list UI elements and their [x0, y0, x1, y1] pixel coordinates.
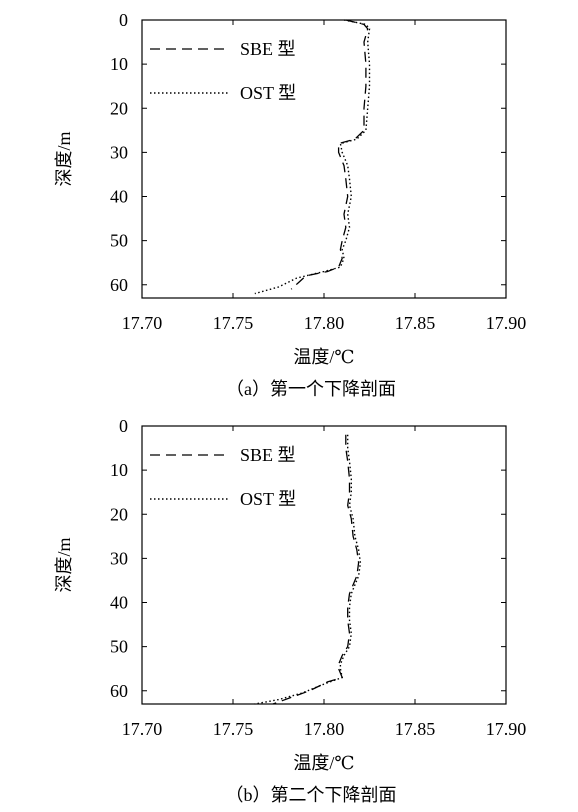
- a-legend-label-ost: OST 型: [240, 83, 296, 103]
- a-y-tick-label: 60: [110, 275, 128, 295]
- b-y-axis-label: 深度/m: [54, 537, 74, 592]
- a-x-tick-label: 17.75: [213, 313, 254, 333]
- b-x-tick-label: 17.90: [486, 719, 527, 739]
- a-y-tick-label: 50: [110, 231, 128, 251]
- a-x-tick-label: 17.80: [304, 313, 345, 333]
- a-y-tick-label: 10: [110, 54, 128, 74]
- a-series-line-sbe: [290, 19, 369, 290]
- chart-a-svg: 17.70 17.75 17.80 17.85 17.90 0 10 20 30 40 50 60 温度…: [54, 10, 527, 399]
- a-y-tick-label: 30: [110, 142, 128, 162]
- a-y-tick-label: 40: [110, 187, 128, 207]
- b-y-tick-label: 20: [110, 504, 128, 524]
- chart-b-svg: 17.70 17.75 17.80 17.85 17.90 0 10 20 30 40 50 60 温度…: [54, 416, 527, 805]
- chart-panel-b: 17.70 17.75 17.80 17.85 17.90 0 10 20 30 40 50 60 温度…: [0, 406, 578, 812]
- b-y-tick-label: 10: [110, 460, 128, 480]
- b-x-tick-label: 17.70: [122, 719, 163, 739]
- b-y-tick-label: 0: [119, 416, 128, 436]
- a-figure-caption: （a）第一个下降剖面: [226, 379, 396, 399]
- b-legend-label-sbe: SBE 型: [240, 445, 296, 465]
- b-plot-frame: [141, 425, 507, 705]
- b-y-tick-label: 30: [110, 548, 128, 568]
- b-x-tick-label: 17.85: [395, 719, 436, 739]
- a-y-axis-label: 深度/m: [54, 131, 74, 186]
- b-figure-caption: （b）第二个下降剖面: [226, 785, 397, 805]
- b-series-line-ost: [254, 434, 362, 705]
- a-x-tick-label: 17.85: [395, 313, 436, 333]
- b-legend-label-ost: OST 型: [240, 489, 296, 509]
- b-x-tick-label: 17.80: [304, 719, 345, 739]
- b-series-line-sbe: [272, 434, 360, 705]
- chart-panel-a: 17.70 17.75 17.80 17.85 17.90 0 10 20 30 40 50 60 温度…: [54, 10, 527, 399]
- a-plot-frame: [141, 19, 507, 299]
- b-y-tick-label: 50: [110, 637, 128, 657]
- b-x-axis-label: 温度/℃: [293, 753, 354, 773]
- a-x-tick-label: 17.70: [122, 313, 163, 333]
- a-legend-label-sbe: SBE 型: [240, 39, 296, 59]
- a-series-line-ost: [254, 19, 371, 295]
- a-x-axis-label: 温度/℃: [293, 347, 354, 367]
- a-y-tick-label: 0: [119, 10, 128, 30]
- a-x-tick-label: 17.90: [486, 313, 527, 333]
- b-y-tick-label: 40: [110, 593, 128, 613]
- b-x-tick-label: 17.75: [213, 719, 254, 739]
- b-y-tick-label: 60: [110, 681, 128, 701]
- a-y-tick-label: 20: [110, 98, 128, 118]
